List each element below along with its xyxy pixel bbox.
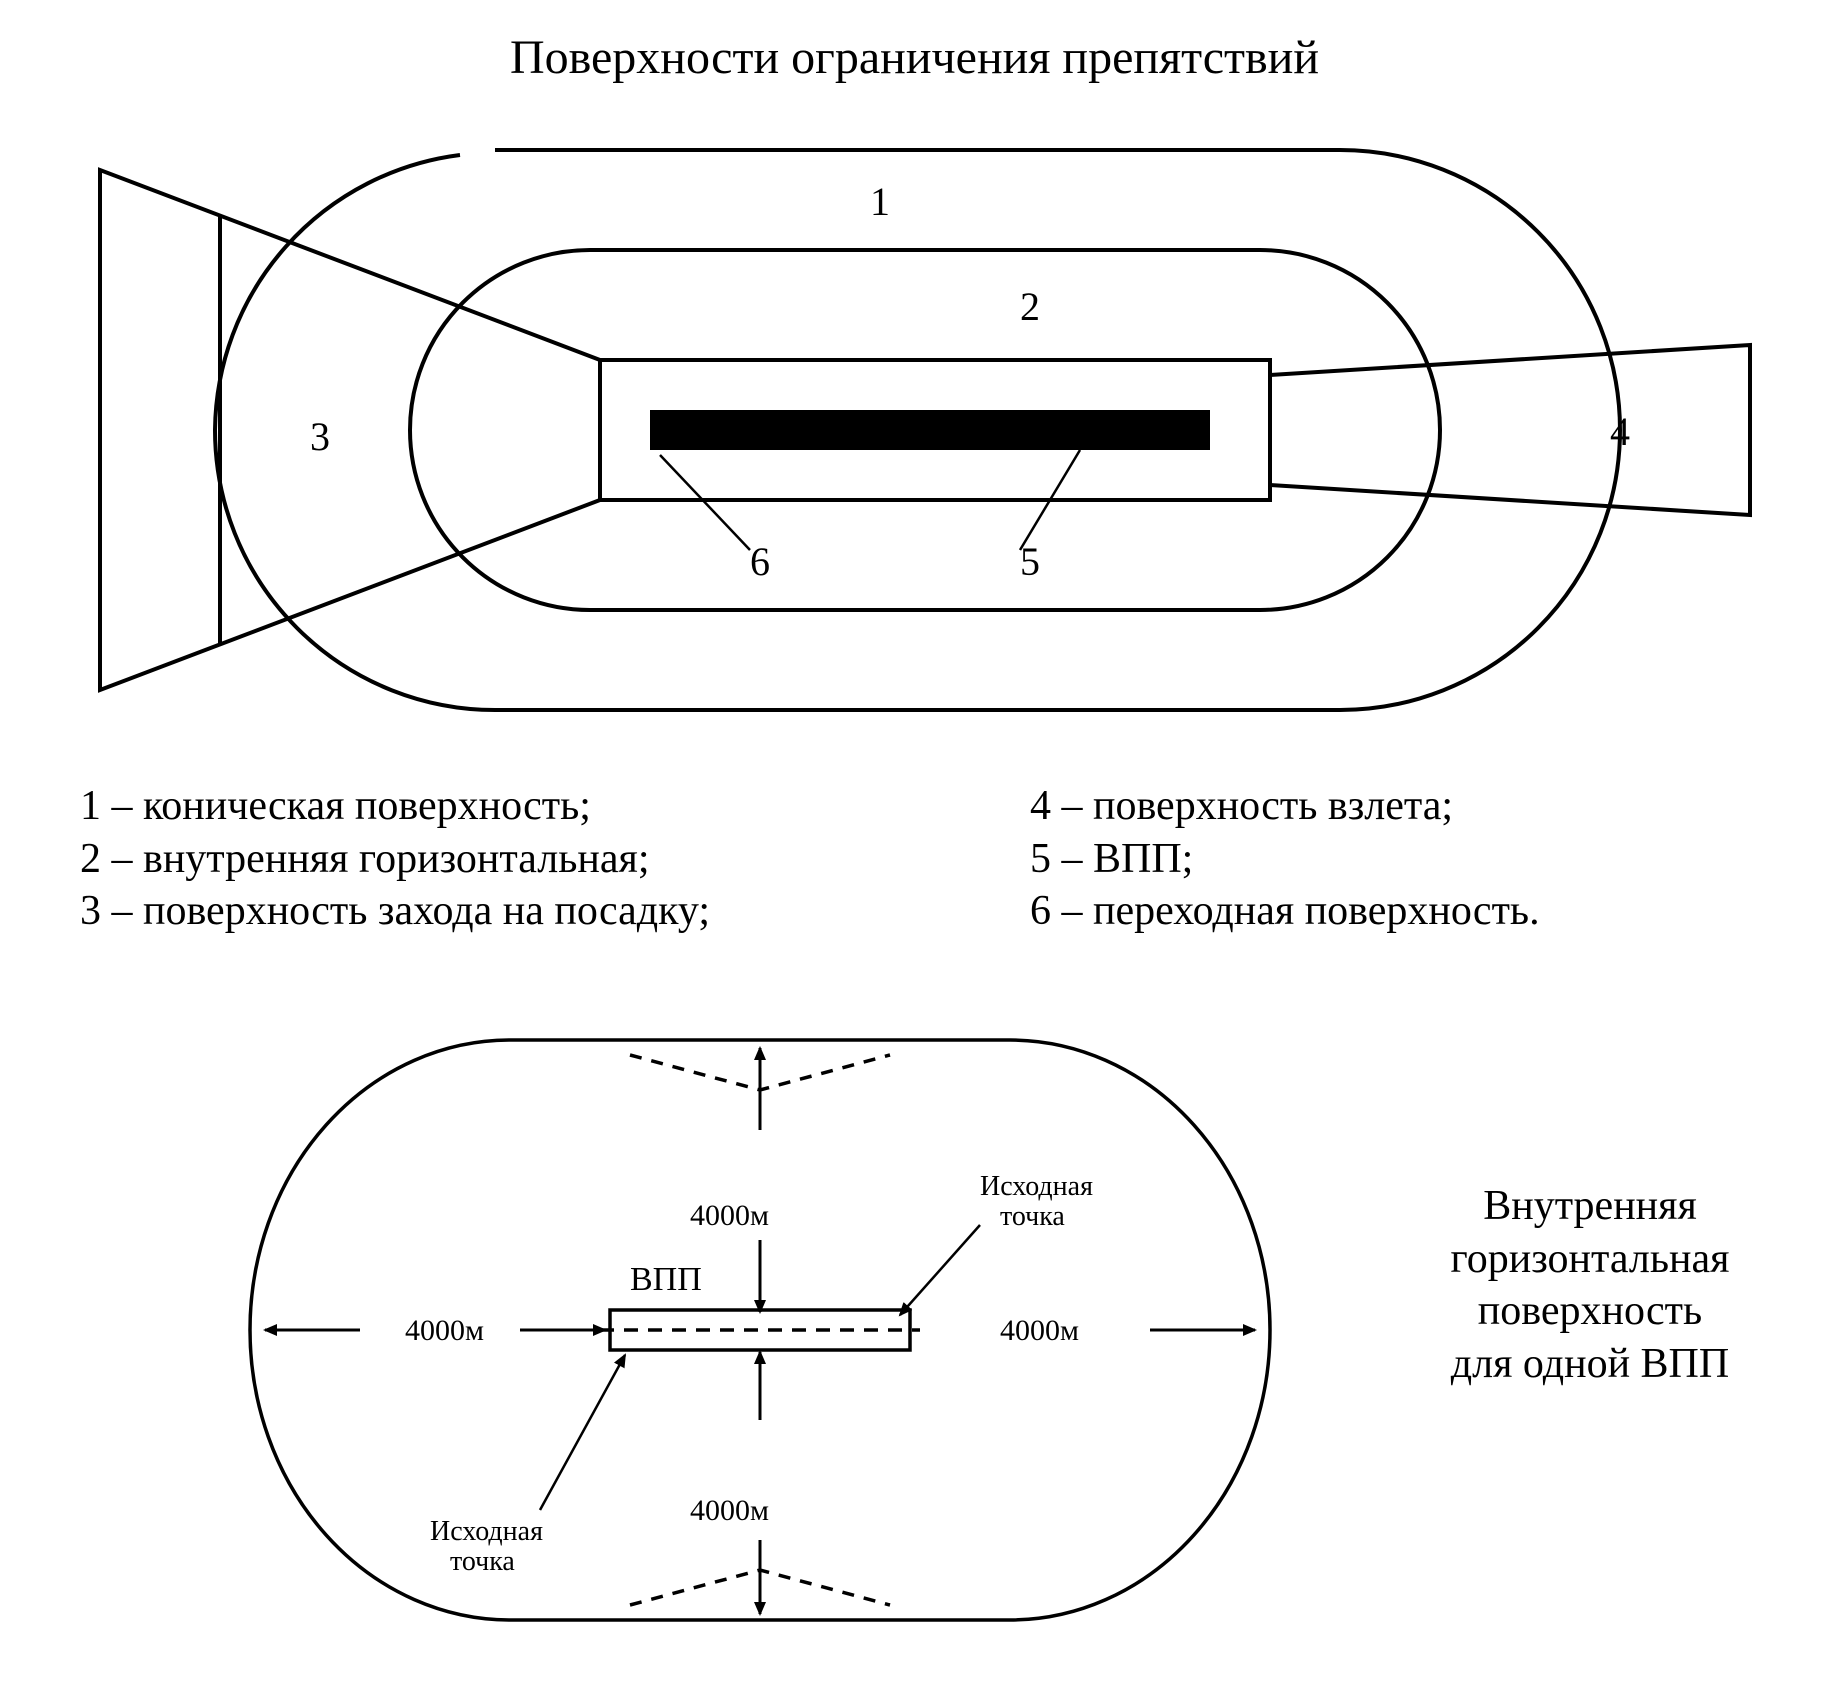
label-6: 6 <box>750 539 770 584</box>
label-d-left: 4000м <box>405 1314 484 1347</box>
page-title: Поверхности ограничения препятствий <box>0 30 1829 85</box>
legend-item-6: 6 – переходная поверхность. <box>1030 885 1540 938</box>
label-d-right: 4000м <box>1000 1314 1079 1347</box>
caption2-line-3: поверхность <box>1380 1285 1800 1338</box>
caption2-line-4: для одной ВПП <box>1380 1338 1800 1391</box>
page: Поверхности ограничения препятствий 1 2 … <box>0 0 1829 1688</box>
label-origin-1: Исходная точка <box>980 1171 1100 1232</box>
legend-item-1: 1 – коническая поверхность; <box>80 780 710 833</box>
diagram2-caption: Внутренняя горизонтальная поверхность дл… <box>1380 1180 1800 1390</box>
label-4: 4 <box>1610 409 1630 454</box>
legend-item-5: 5 – ВПП; <box>1030 833 1540 886</box>
legend-item-3: 3 – поверхность захода на посадку; <box>80 885 710 938</box>
legend-right: 4 – поверхность взлета; 5 – ВПП; 6 – пер… <box>1030 780 1540 938</box>
label-origin-2: Исходная точка <box>430 1516 550 1577</box>
label-d-top: 4000м <box>690 1199 769 1232</box>
legend-left: 1 – коническая поверхность; 2 – внутренн… <box>80 780 710 938</box>
caption2-line-1: Внутренняя <box>1380 1180 1800 1233</box>
label-d-bottom: 4000м <box>690 1494 769 1527</box>
caption2-line-2: горизонтальная <box>1380 1233 1800 1286</box>
diagram-obstacle-surfaces: 1 2 3 4 5 6 <box>60 110 1760 750</box>
label-2: 2 <box>1020 284 1040 329</box>
legend-item-4: 4 – поверхность взлета; <box>1030 780 1540 833</box>
diagram-inner-horizontal: ВПП 4000м 4000м 4000м 4000м Исходная точ… <box>210 1000 1310 1680</box>
label-3: 3 <box>310 414 330 459</box>
label-vpp: ВПП <box>630 1261 702 1298</box>
label-1: 1 <box>870 179 890 224</box>
legend-item-2: 2 – внутренняя горизонтальная; <box>80 833 710 886</box>
